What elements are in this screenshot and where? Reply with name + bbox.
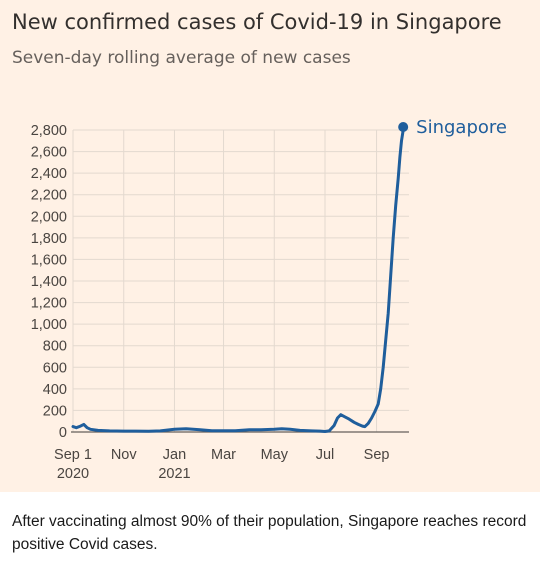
x-tick-label: Nov: [111, 447, 138, 463]
chart-title: New confirmed cases of Covid-19 in Singa…: [12, 10, 502, 34]
x-tick-label: Jul: [316, 447, 335, 463]
line-chart: 0 200 400 600 800 1,000 1,200 1,400 1,600 1,800 2,…: [31, 117, 507, 482]
x-tick-label: Sep 1: [54, 447, 92, 463]
y-tick-label: 800: [43, 339, 67, 355]
y-tick-label: 2,200: [31, 188, 67, 204]
series-line-singapore: [71, 128, 405, 433]
y-tick-label: 2,800: [31, 123, 67, 139]
x-tick-year-label: 2021: [158, 466, 190, 482]
y-tick-label: 1,200: [31, 296, 67, 312]
x-tick-label: Jan: [163, 447, 186, 463]
y-tick-label: 1,000: [31, 317, 67, 333]
y-tick-label: 1,800: [31, 231, 67, 247]
y-tick-label: 0: [59, 425, 67, 441]
y-tick-label: 2,600: [31, 145, 67, 161]
x-tick-label: Mar: [211, 447, 236, 463]
series-end-marker: [398, 122, 409, 132]
y-tick-label: 600: [43, 360, 67, 376]
x-tick-label: May: [261, 447, 289, 463]
y-tick-label: 200: [43, 403, 67, 419]
x-tick-label: Sep: [364, 447, 390, 463]
image-caption: After vaccinating almost 90% of their po…: [12, 513, 527, 553]
x-tick-year-label: 2020: [57, 466, 89, 482]
y-tick-label: 400: [43, 382, 67, 398]
y-tick-label: 2,400: [31, 166, 67, 182]
chart-subtitle: Seven-day rolling average of new cases: [12, 48, 351, 68]
y-tick-label: 1,600: [31, 252, 67, 268]
y-tick-label: 1,400: [31, 274, 67, 290]
series-label: Singapore: [416, 117, 507, 138]
y-tick-label: 2,000: [31, 209, 67, 225]
